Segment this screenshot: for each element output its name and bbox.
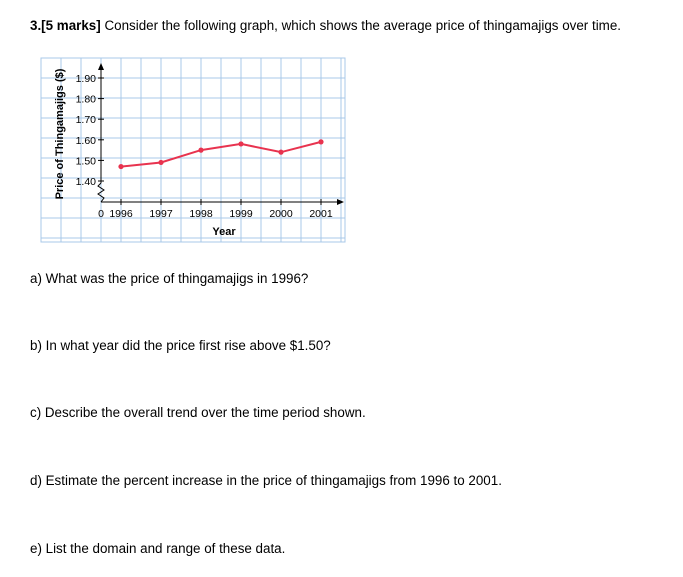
subquestion-b: b) In what year did the price first rise… (30, 338, 331, 353)
data-point (278, 149, 284, 155)
subquestion-d: d) Estimate the percent increase in the … (30, 473, 502, 488)
data-point (198, 147, 204, 153)
y-tick-label: 1.90 (76, 73, 97, 85)
x-tick-label: 1996 (109, 208, 133, 220)
question-text: Consider the following graph, which show… (104, 18, 622, 33)
subquestion-e: e) List the domain and range of these da… (30, 541, 286, 556)
data-point (238, 141, 244, 147)
x-tick-label: 1997 (149, 208, 173, 220)
y-axis-label: Price of Thingamajigs ($) (54, 68, 66, 199)
subquestion-a: a) What was the price of thingamajigs in… (30, 271, 309, 286)
origin-label: 0 (98, 208, 104, 220)
x-tick-label: 2000 (269, 208, 293, 220)
x-tick-label: 2001 (309, 208, 333, 220)
y-tick-label: 1.50 (76, 155, 97, 167)
question-number: 3. (30, 18, 42, 33)
x-tick-label: 1998 (189, 208, 213, 220)
data-point (318, 139, 324, 145)
y-tick-label: 1.40 (76, 176, 97, 188)
y-tick-label: 1.80 (76, 94, 97, 106)
price-chart: 0 1.40 1.50 1.60 1.70 1.80 1.90 1996 1997 1998 199… (40, 57, 346, 243)
price-line-chart: 0 1.40 1.50 1.60 1.70 1.80 1.90 1996 1997 1998 199… (40, 57, 346, 243)
question-header: 3.[5 marks] Consider the following graph… (30, 18, 621, 33)
x-tick-label: 1999 (229, 208, 253, 220)
y-tick-label: 1.60 (76, 135, 97, 147)
chart-axes (97, 63, 344, 205)
price-series-line (120, 140, 322, 168)
y-tick-label: 1.70 (76, 114, 97, 126)
data-point (118, 163, 124, 170)
chart-ticks: 0 1.40 1.50 1.60 1.70 1.80 1.90 1996 1997 1998 199… (76, 73, 333, 220)
chart-series (118, 139, 324, 170)
data-point (158, 159, 164, 166)
x-axis-label: Year (212, 226, 236, 238)
subquestion-c: c) Describe the overall trend over the t… (30, 405, 366, 420)
question-marks: [5 marks] (41, 18, 101, 33)
